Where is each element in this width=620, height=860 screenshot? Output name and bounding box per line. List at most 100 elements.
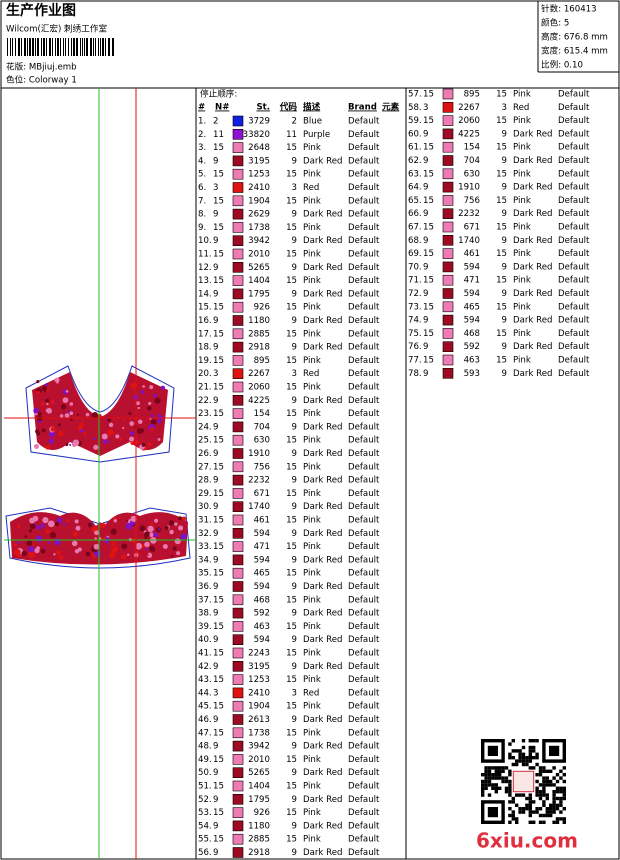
stitch bbox=[143, 531, 150, 538]
cell: Default bbox=[348, 662, 380, 672]
cell: 9 bbox=[423, 129, 428, 139]
cell: 2267 bbox=[458, 103, 480, 113]
cell: 2267 bbox=[248, 369, 270, 379]
cell: Default bbox=[558, 262, 590, 272]
qr-module bbox=[481, 779, 485, 784]
stitch bbox=[130, 515, 137, 522]
cell: 9 bbox=[213, 502, 218, 512]
cell: 15 bbox=[496, 276, 507, 286]
qr-module bbox=[528, 759, 532, 763]
swatch bbox=[232, 634, 244, 646]
cell: Dark Red bbox=[303, 795, 342, 805]
swatch bbox=[232, 660, 244, 672]
qr-module bbox=[498, 786, 502, 790]
stitch bbox=[147, 442, 152, 447]
cell: Pink bbox=[513, 143, 531, 153]
stitch bbox=[153, 393, 157, 398]
cell: Pink bbox=[303, 356, 321, 366]
cell: 594 bbox=[254, 635, 270, 645]
cell: 9 bbox=[213, 821, 218, 831]
column-header: # bbox=[198, 103, 205, 113]
cell: Default bbox=[348, 808, 380, 818]
swatch bbox=[442, 314, 454, 326]
bar bbox=[7, 38, 8, 56]
cell: 2648 bbox=[248, 143, 270, 153]
qr-module bbox=[555, 790, 560, 794]
cell: Default bbox=[348, 196, 380, 206]
qr-module bbox=[491, 783, 495, 787]
stitch bbox=[168, 519, 175, 526]
stitch bbox=[158, 528, 161, 531]
cell: 15 bbox=[423, 249, 434, 259]
cell: Red bbox=[303, 369, 319, 379]
cell: 15 bbox=[213, 143, 224, 153]
cell: Default bbox=[348, 715, 380, 725]
stitch bbox=[29, 523, 36, 530]
cell: 9 bbox=[423, 156, 428, 166]
swatch bbox=[232, 527, 244, 539]
cell: 61. bbox=[408, 143, 422, 153]
qr-module bbox=[528, 813, 532, 818]
stitch bbox=[118, 437, 123, 441]
stitch bbox=[172, 546, 177, 551]
cell: Dark Red bbox=[513, 342, 552, 352]
cell: 9 bbox=[292, 821, 297, 831]
cell: Default bbox=[348, 263, 380, 273]
stitch bbox=[122, 419, 125, 422]
bar bbox=[112, 38, 114, 56]
cell: Dark Red bbox=[303, 396, 342, 406]
qr-module bbox=[545, 810, 549, 814]
qr-module bbox=[535, 739, 539, 743]
cell: 15 bbox=[286, 782, 297, 792]
stitch bbox=[130, 440, 135, 445]
qr-module bbox=[545, 796, 549, 801]
stitch bbox=[135, 542, 143, 550]
cell: Default bbox=[558, 316, 590, 326]
cell: 3942 bbox=[248, 742, 270, 752]
swatch bbox=[232, 700, 244, 712]
cell: 78. bbox=[408, 369, 422, 379]
qr-module bbox=[528, 739, 532, 743]
stitch bbox=[62, 397, 69, 404]
qr-module bbox=[549, 783, 553, 787]
cell: 9 bbox=[292, 742, 297, 752]
cell: Default bbox=[348, 502, 380, 512]
cell: 9 bbox=[423, 183, 428, 193]
cell: 468 bbox=[464, 329, 480, 339]
qr-module bbox=[508, 756, 512, 760]
qr-module bbox=[528, 793, 532, 797]
swatch bbox=[232, 647, 244, 659]
cell: Dark Red bbox=[303, 156, 342, 166]
stitch bbox=[53, 553, 56, 556]
stitch bbox=[150, 427, 154, 431]
cell: 9 bbox=[213, 316, 218, 326]
cell: 594 bbox=[464, 262, 480, 272]
qr-module bbox=[518, 793, 522, 797]
cell: 9 bbox=[292, 582, 297, 592]
qr-module bbox=[538, 813, 543, 818]
swatch bbox=[232, 182, 244, 193]
bar bbox=[43, 38, 45, 56]
bar bbox=[18, 38, 20, 56]
stitch bbox=[174, 522, 178, 526]
cell: 9 bbox=[213, 236, 218, 246]
stitch bbox=[21, 550, 27, 556]
qr-module bbox=[501, 766, 505, 770]
cell: 22. bbox=[198, 396, 212, 406]
qr-module bbox=[542, 813, 546, 818]
column-header: 描述 bbox=[303, 101, 321, 113]
cell: 66. bbox=[408, 209, 422, 219]
cell: 9 bbox=[292, 529, 297, 539]
qr-module bbox=[535, 752, 539, 756]
cell: 9 bbox=[423, 262, 428, 272]
colorway: 色位: Colorway 1 bbox=[6, 74, 77, 86]
cell: 1253 bbox=[248, 170, 270, 180]
cell: Pink bbox=[303, 808, 321, 818]
cell: 15 bbox=[286, 276, 297, 286]
cell: 465 bbox=[464, 302, 480, 312]
cell: 593 bbox=[464, 369, 480, 379]
cell: 15 bbox=[423, 302, 434, 312]
cell: 15 bbox=[213, 329, 224, 339]
stitch bbox=[45, 408, 50, 413]
stitch bbox=[58, 430, 64, 437]
